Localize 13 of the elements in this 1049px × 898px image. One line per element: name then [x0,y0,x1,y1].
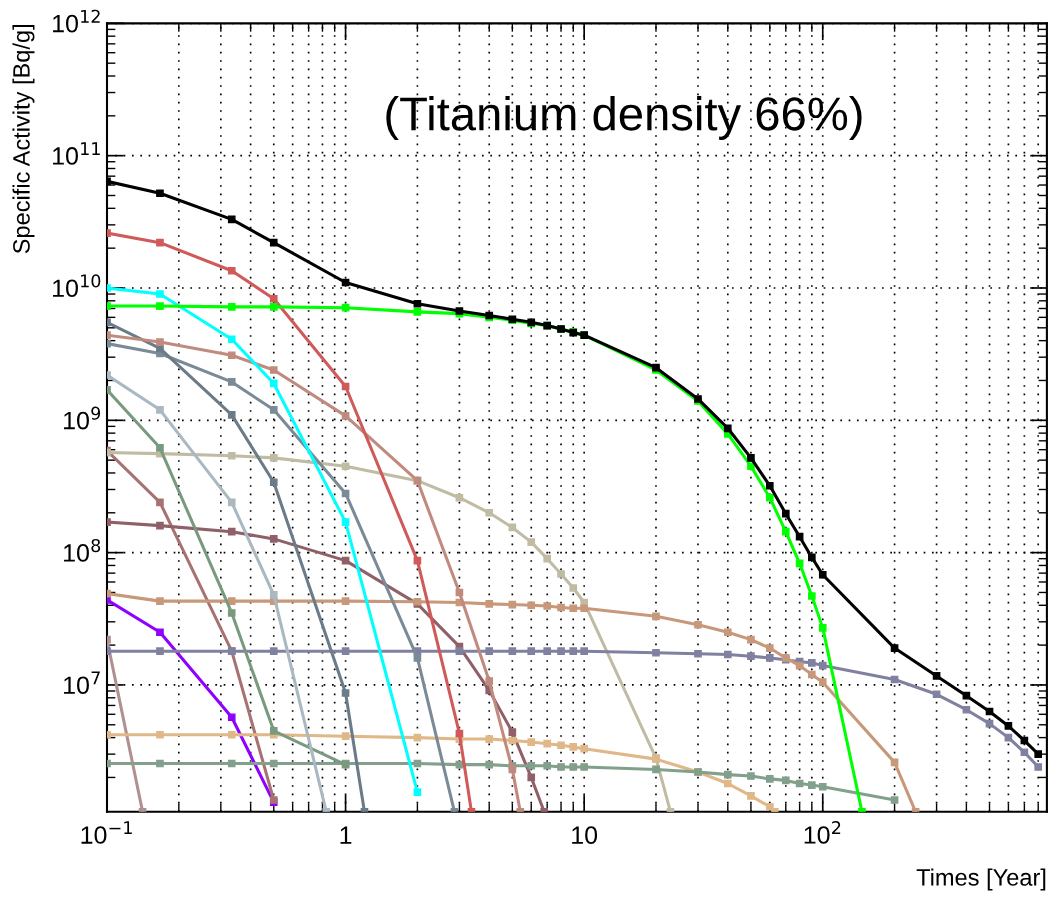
y-tick-label: 10$^{7}$ [64,671,100,695]
y-tick-label: 10$^{9}$ [64,406,101,430]
y-tick-label: 10$^{8}$ [64,538,101,562]
y-tick-label: 10$^{12}$ [53,9,100,33]
y-axis-title: Specific Activity [Bq/g] [12,25,35,254]
x-tick-label: 10$^{−1}$ [81,821,132,844]
y-tick-label: 10$^{10}$ [53,274,101,298]
y-tick-label: 10$^{11}$ [53,142,100,165]
x-tick-label: 1 [340,826,352,844]
x-tick-label: 10 [572,826,598,845]
x-tick-label: 10$^{2}$ [804,821,841,844]
x-axis-title: Times [Year] [916,868,1046,891]
annotation: (Titanium density 66%) [386,95,862,140]
